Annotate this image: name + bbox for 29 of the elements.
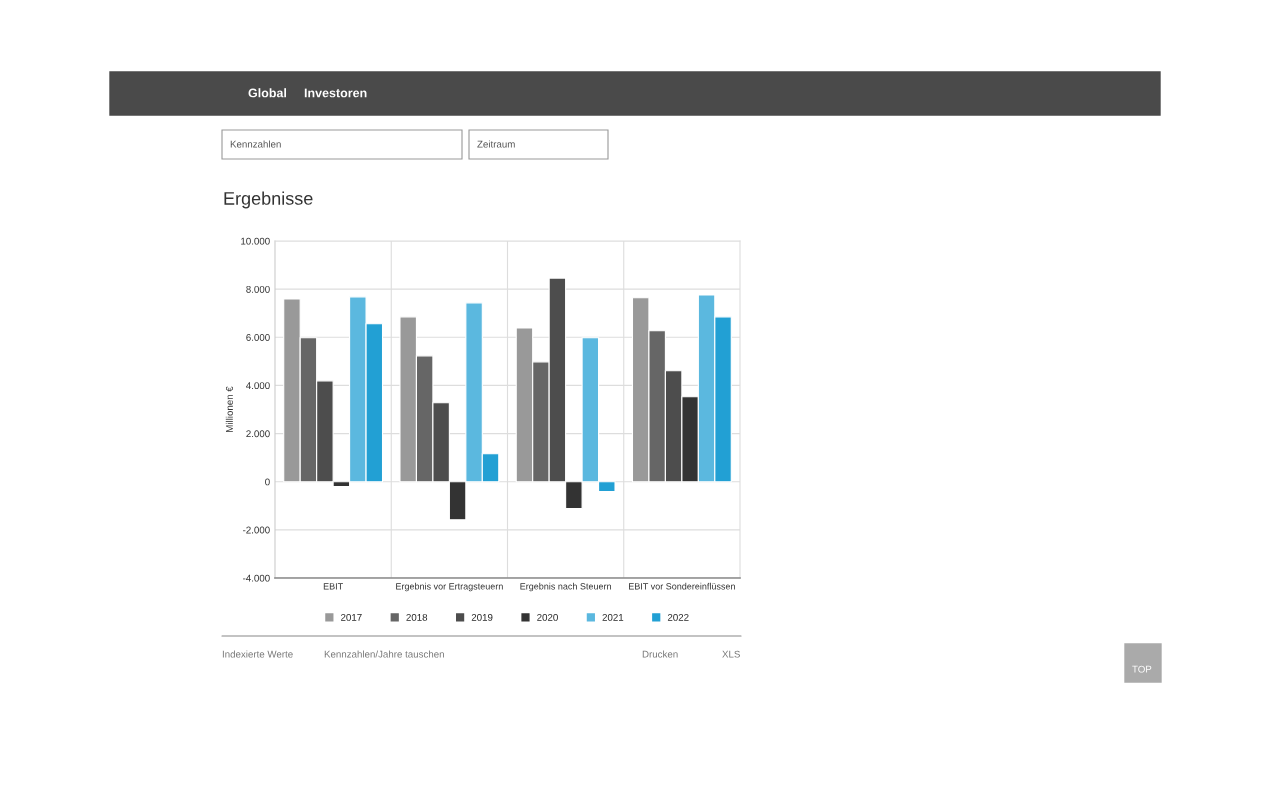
y-tick-label: -2.000 xyxy=(243,526,270,534)
y-tick-label: 0 xyxy=(265,478,270,486)
y-tick-label: 4.000 xyxy=(246,382,270,390)
legend-label: 2018 xyxy=(406,613,428,621)
y-tick-label: -4.000 xyxy=(243,574,270,582)
text: Investoren xyxy=(304,88,367,98)
text: XLS xyxy=(722,650,740,658)
y-axis-title: Millionen € xyxy=(225,386,233,432)
x-tick-label: EBIT vor Sondereinflüssen xyxy=(629,582,735,590)
y-tick-label: 10.000 xyxy=(241,237,270,245)
legend-label: 2022 xyxy=(667,613,689,621)
chart-title: Ergebnisse xyxy=(224,191,313,209)
text: Kennzahlen/Jahre tauschen xyxy=(324,650,444,658)
text: Kennzahlen xyxy=(230,140,281,148)
text: Drucken xyxy=(642,650,678,658)
y-tick-label: 8.000 xyxy=(246,285,270,293)
text: Indexierte Werte xyxy=(222,650,293,658)
x-tick-label: EBIT xyxy=(323,583,343,590)
text: TOP xyxy=(1132,665,1152,673)
legend-label: 2021 xyxy=(602,613,624,621)
legend-label: 2020 xyxy=(537,613,558,621)
legend-label: 2017 xyxy=(341,613,362,621)
legend-label: 2019 xyxy=(471,613,493,621)
y-tick-label: 2.000 xyxy=(246,430,270,438)
y-tick-label: 6.000 xyxy=(246,334,270,341)
text: Zeitraum xyxy=(477,140,515,148)
x-tick-label: Ergebnis nach Steuern xyxy=(520,582,611,592)
text: Global xyxy=(248,88,287,98)
x-tick-label: Ergebnis vor Ertragsteuern xyxy=(396,582,503,592)
